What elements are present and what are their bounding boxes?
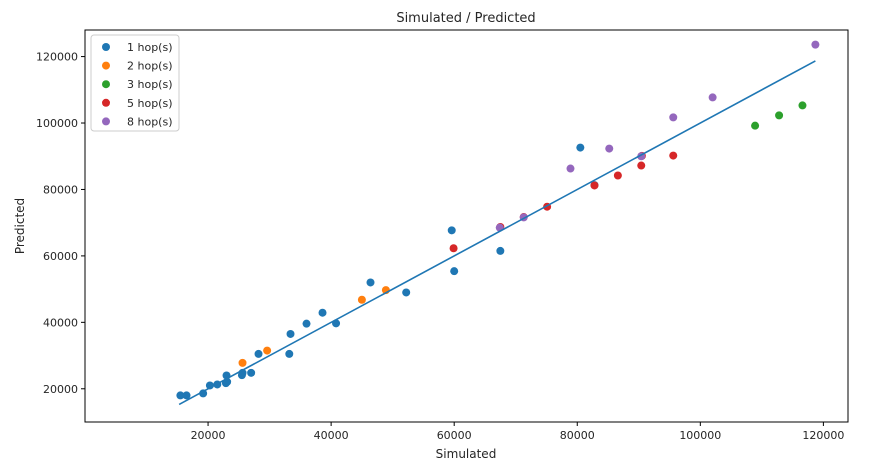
data-point xyxy=(637,161,646,170)
legend-marker xyxy=(102,98,110,107)
legend-label: 1 hop(s) xyxy=(127,41,173,54)
plot-marks xyxy=(176,40,820,406)
data-point xyxy=(496,246,505,255)
legend-marker xyxy=(102,61,110,70)
data-point xyxy=(798,101,807,110)
legend-label: 3 hop(s) xyxy=(127,78,173,91)
legend-marker xyxy=(102,80,110,89)
data-point xyxy=(751,121,760,130)
x-tick-label: 120000 xyxy=(802,429,844,442)
legend-label: 2 hop(s) xyxy=(127,60,173,73)
x-axis-ticks: 20000 40000 60000 80000 100000 120000 xyxy=(191,422,844,442)
legend-box xyxy=(90,34,180,132)
y-tick-label: 40000 xyxy=(43,316,78,329)
data-point xyxy=(318,308,327,317)
data-point xyxy=(447,226,456,235)
data-point xyxy=(566,164,575,173)
x-axis-label: Simulated xyxy=(436,447,497,461)
x-tick-label: 40000 xyxy=(314,429,349,442)
legend-marker xyxy=(102,43,110,51)
data-point xyxy=(775,111,784,120)
x-tick-label: 80000 xyxy=(560,429,595,442)
data-point xyxy=(199,389,208,398)
data-point xyxy=(450,267,459,276)
y-tick-label: 100000 xyxy=(36,117,78,130)
data-point xyxy=(357,295,366,304)
legend-label: 5 hop(s) xyxy=(127,97,173,110)
y-tick-label: 80000 xyxy=(43,183,78,196)
data-point xyxy=(263,346,272,355)
y-tick-label: 60000 xyxy=(43,250,78,263)
fit-line xyxy=(178,60,816,406)
data-point xyxy=(238,358,247,367)
data-point xyxy=(285,349,294,358)
legend-label: 8 hop(s) xyxy=(127,115,173,128)
x-tick-label: 60000 xyxy=(437,429,472,442)
data-point xyxy=(254,349,263,358)
x-tick-label: 20000 xyxy=(191,429,226,442)
data-point xyxy=(605,144,614,153)
data-point xyxy=(811,40,820,49)
chart-title: Simulated / Predicted xyxy=(396,11,535,26)
x-tick-label: 100000 xyxy=(679,429,721,442)
legend-marker xyxy=(102,117,110,126)
data-point xyxy=(613,171,622,180)
data-point xyxy=(669,151,678,160)
plot-frame xyxy=(84,29,849,423)
data-point xyxy=(247,368,256,377)
legend: 1 hop(s) 2 hop(s) 3 hop(s) 5 hop(s) 8 hop(s) xyxy=(90,34,180,132)
data-point xyxy=(176,391,185,400)
data-point xyxy=(708,93,717,102)
data-point xyxy=(402,288,411,297)
data-point xyxy=(286,329,295,338)
data-point xyxy=(182,391,191,400)
data-point xyxy=(576,143,585,152)
data-point xyxy=(669,113,678,122)
data-point xyxy=(302,319,311,328)
y-axis-ticks: 20000 40000 60000 80000 100000 120000 xyxy=(36,51,85,396)
y-tick-label: 120000 xyxy=(36,51,78,64)
y-axis-label: Predicted xyxy=(13,198,27,254)
y-tick-label: 20000 xyxy=(43,383,78,396)
data-point xyxy=(366,278,375,287)
data-point xyxy=(449,244,458,253)
data-point xyxy=(590,181,599,190)
